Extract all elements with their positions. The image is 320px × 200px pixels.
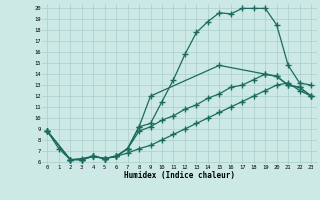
X-axis label: Humidex (Indice chaleur): Humidex (Indice chaleur) (124, 171, 235, 180)
